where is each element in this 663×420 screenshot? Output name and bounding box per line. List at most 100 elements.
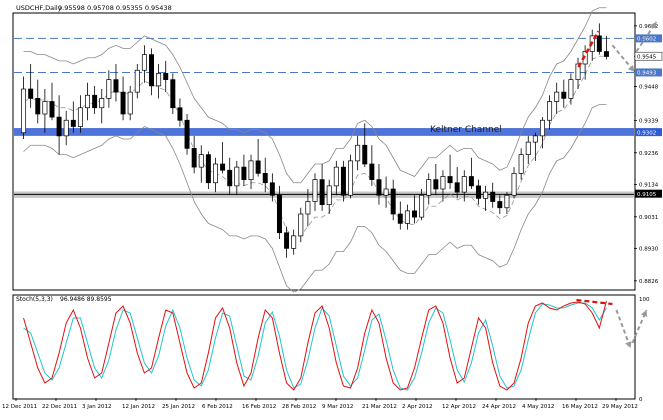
candle-body	[390, 188, 396, 215]
keltner-channel-label: Keltner Channel	[430, 125, 502, 135]
keltner-upper-band	[23, 7, 607, 184]
x-tick-label: 28 Feb 2012	[282, 404, 316, 410]
candle	[63, 110, 69, 146]
candle	[149, 48, 154, 96]
candle-body	[63, 119, 69, 137]
candle-body	[106, 79, 112, 99]
arrowhead-icon	[627, 64, 635, 72]
x-tick-label: 6 Feb 2012	[202, 404, 233, 410]
candle	[355, 135, 361, 171]
candle	[113, 64, 119, 102]
candle-body	[362, 144, 368, 165]
candle-body	[397, 213, 403, 224]
candle	[397, 201, 403, 230]
price-down-arrow	[611, 44, 636, 73]
stochastic-main-line	[23, 300, 607, 391]
candle-body	[262, 173, 268, 184]
candle-body	[376, 179, 382, 196]
candle-body	[355, 144, 361, 162]
candle-body	[447, 176, 453, 184]
candle	[184, 114, 190, 155]
candle	[568, 73, 574, 105]
candle	[369, 145, 375, 186]
candle-body	[227, 169, 233, 187]
candle-body	[141, 54, 147, 71]
candle	[404, 204, 410, 230]
symbol-label: USDCHF,Daily	[16, 4, 62, 12]
x-tick-label: 16 Feb 2012	[242, 404, 276, 410]
candle-body	[276, 194, 282, 234]
candle	[276, 185, 282, 239]
price-label-box	[635, 34, 662, 43]
candle-body	[198, 154, 204, 168]
candle-body	[340, 166, 346, 196]
candle	[497, 195, 503, 214]
candle	[42, 89, 48, 133]
candle	[191, 135, 197, 174]
price-label-box	[635, 189, 662, 198]
candle-body	[333, 166, 339, 187]
candle-body	[490, 191, 496, 202]
candle-body	[56, 116, 62, 137]
candle	[248, 154, 254, 189]
price-label: 0.9545	[637, 54, 657, 60]
candle	[326, 179, 332, 214]
candle-body	[269, 182, 275, 196]
candle-body	[184, 119, 190, 149]
candle-body	[284, 232, 290, 249]
candle-body	[511, 173, 517, 196]
candle	[220, 142, 226, 174]
candle-body	[525, 141, 531, 155]
candle	[539, 117, 545, 149]
axes-layer: 0.9642 0.9545 0.9448 0.9339 0.9236 0.9134 0.90…	[2, 24, 663, 410]
candle	[376, 164, 382, 205]
candle	[419, 189, 425, 221]
candle-body	[298, 213, 304, 237]
candle	[490, 182, 496, 208]
candle	[447, 154, 453, 189]
x-tick-label: 4 May 2012	[522, 404, 554, 410]
candle-body	[305, 201, 311, 215]
candle-body	[476, 185, 481, 199]
candle-body	[28, 88, 34, 99]
candle	[554, 82, 560, 114]
candle	[603, 35, 609, 60]
candle	[269, 173, 275, 202]
candle-body	[348, 160, 354, 196]
candle	[120, 76, 126, 121]
candle-body	[596, 35, 602, 52]
candle-body	[547, 101, 553, 121]
candle-body	[483, 191, 489, 199]
y-tick-label: 0.9448	[639, 85, 659, 91]
candle	[28, 64, 34, 108]
candle-body	[468, 176, 474, 187]
x-tick-label: 12 Dec 2011	[2, 404, 37, 410]
price-label: 0.9105	[637, 192, 657, 198]
candle	[468, 157, 474, 189]
candle-body	[539, 119, 545, 137]
candle-body	[241, 166, 247, 180]
arrowhead-icon	[640, 310, 648, 317]
price-label-box	[635, 68, 662, 77]
x-tick-label: 29 May 2012	[602, 404, 638, 410]
main-plot-frame	[12, 12, 636, 291]
candle	[575, 57, 581, 89]
candle-body	[504, 194, 510, 209]
candle	[85, 82, 91, 121]
y-tick-label: 0.9031	[639, 215, 658, 221]
candle-body	[70, 119, 76, 127]
candle	[433, 164, 439, 196]
candle-body	[220, 163, 226, 171]
y-tick-label: 0.9642	[639, 24, 658, 30]
osc-y-tick-label: 100	[639, 297, 650, 303]
candle-body	[85, 94, 91, 109]
candle-body	[497, 201, 503, 209]
candle-body	[461, 176, 467, 193]
candle	[21, 76, 27, 139]
candle-body	[177, 107, 183, 121]
candle-body	[99, 98, 105, 109]
candle-body	[113, 79, 119, 93]
candle-body	[163, 73, 169, 80]
candle-body	[575, 63, 581, 80]
